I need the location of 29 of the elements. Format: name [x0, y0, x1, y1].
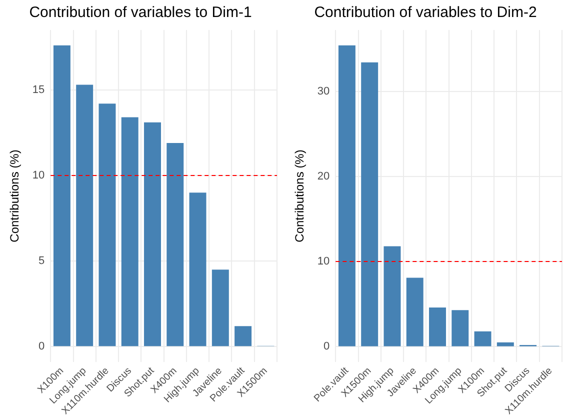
- chart-title: Contribution of variables to Dim-1: [29, 4, 252, 22]
- chart-title: Contribution of variables to Dim-2: [314, 4, 537, 22]
- y-tick-label: 20: [317, 170, 330, 182]
- y-tick-label: 5: [38, 255, 45, 268]
- bar: [361, 62, 378, 346]
- y-tick-label: 10: [317, 256, 330, 268]
- y-tick-label: 0: [38, 340, 45, 353]
- bar: [76, 84, 94, 346]
- bar: [429, 308, 446, 346]
- bar: [121, 117, 138, 346]
- bar: [144, 122, 161, 346]
- y-tick-label: 30: [317, 85, 330, 98]
- bar: [452, 310, 469, 346]
- bar: [234, 326, 252, 346]
- bar: [189, 192, 206, 346]
- bar: [474, 331, 492, 346]
- bar: [166, 142, 184, 346]
- bar: [384, 246, 401, 346]
- bar: [496, 342, 514, 346]
- bar: [406, 278, 424, 346]
- y-tick-label: 0: [324, 340, 330, 353]
- bar: [53, 45, 70, 346]
- y-axis-title: Contributions (%): [8, 150, 22, 242]
- y-tick-label: 15: [32, 84, 45, 96]
- y-axis-title: Contributions (%): [292, 150, 307, 242]
- bar: [212, 270, 229, 346]
- bar: [98, 104, 116, 346]
- y-tick-label: 10: [32, 170, 45, 182]
- bar: [338, 45, 356, 346]
